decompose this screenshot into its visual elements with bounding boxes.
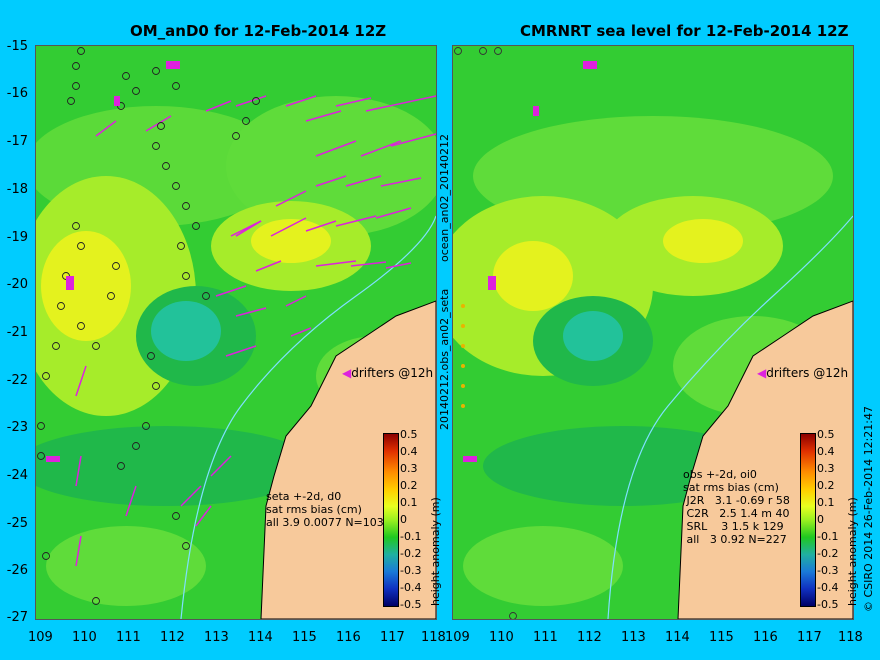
x-tick: 114 — [248, 630, 273, 645]
side-label-2: 20140212.obs_an02_seta — [438, 288, 451, 430]
cb-tick: -0.4 — [400, 581, 422, 594]
left-stats: seta +-2d, d0 sat rms bias (cm) all 3.9 … — [266, 490, 384, 529]
cb-tick: 0.1 — [817, 496, 835, 509]
cb-tick: -0.1 — [400, 530, 422, 543]
left-colorbar — [383, 433, 399, 607]
cb-tick: 0.1 — [400, 496, 418, 509]
cb-tick: -0.5 — [817, 598, 839, 611]
cb-tick: 0.5 — [817, 428, 835, 441]
x-tick: 118 — [421, 630, 446, 645]
x-tick: 114 — [665, 630, 690, 645]
cb-tick: -0.2 — [817, 547, 839, 560]
right-map[interactable] — [452, 45, 854, 620]
y-tick: -16 — [6, 86, 28, 101]
right-map-canvas — [453, 46, 853, 619]
cb-tick: 0.3 — [817, 462, 835, 475]
depth-contour — [607, 215, 853, 619]
satellite-track-dots — [461, 304, 465, 408]
y-tick: -15 — [6, 39, 28, 54]
x-tick: 115 — [292, 630, 317, 645]
cb-tick: -0.3 — [400, 564, 422, 577]
x-tick: 109 — [28, 630, 53, 645]
right-map-title: CMRNRT sea level for 12-Feb-2014 12Z — [520, 22, 849, 40]
right-colorbar — [800, 433, 816, 607]
x-tick: 112 — [160, 630, 185, 645]
drifter-icon: ◀ — [757, 366, 767, 380]
y-tick: -22 — [6, 373, 28, 388]
cb-tick: 0.2 — [817, 479, 835, 492]
drifter-tracks — [46, 61, 180, 462]
x-tick: 109 — [445, 630, 470, 645]
cb-tick: 0.4 — [400, 445, 418, 458]
cb-tick: -0.1 — [817, 530, 839, 543]
x-tick: 116 — [753, 630, 778, 645]
left-drifters-label: ◀drifters @12h — [342, 366, 434, 380]
cb-tick: 0.4 — [817, 445, 835, 458]
cb-tick: -0.3 — [817, 564, 839, 577]
cb-tick: 0.3 — [400, 462, 418, 475]
cb-tick: 0 — [817, 513, 824, 526]
velocity-arrows — [75, 95, 436, 567]
right-drifters-label: ◀drifters @12h — [757, 366, 849, 380]
x-tick: 111 — [533, 630, 558, 645]
observation-markers — [37, 47, 260, 605]
y-tick: -24 — [6, 468, 28, 483]
y-tick: -20 — [6, 277, 28, 292]
x-tick: 113 — [204, 630, 229, 645]
drifter-icon: ◀ — [342, 366, 352, 380]
x-tick: 113 — [621, 630, 646, 645]
x-tick: 112 — [577, 630, 602, 645]
cb-tick: 0.2 — [400, 479, 418, 492]
x-tick: 110 — [489, 630, 514, 645]
x-tick: 118 — [838, 630, 863, 645]
x-tick: 115 — [709, 630, 734, 645]
x-tick: 117 — [380, 630, 405, 645]
right-colorbar-label: height anomaly (m) — [846, 497, 859, 606]
left-map-canvas — [36, 46, 436, 619]
cb-tick: -0.2 — [400, 547, 422, 560]
left-map[interactable] — [35, 45, 437, 620]
side-label: ocean_an02_20140212 — [438, 134, 451, 262]
x-tick: 110 — [72, 630, 97, 645]
depth-contour — [180, 215, 436, 619]
y-tick: -25 — [6, 516, 28, 531]
x-tick: 116 — [336, 630, 361, 645]
y-tick: -18 — [6, 182, 28, 197]
cb-tick: 0.5 — [400, 428, 418, 441]
y-tick: -23 — [6, 420, 28, 435]
observation-markers — [454, 47, 517, 619]
y-tick: -19 — [6, 230, 28, 245]
y-tick: -27 — [6, 610, 28, 625]
x-tick: 111 — [116, 630, 141, 645]
y-tick: -21 — [6, 325, 28, 340]
right-stats: obs +-2d, oi0 sat rms bias (cm) J2R 3.1 … — [683, 468, 790, 546]
cb-tick: 0 — [400, 513, 407, 526]
x-tick: 117 — [797, 630, 822, 645]
left-map-title: OM_anD0 for 12-Feb-2014 12Z — [130, 22, 387, 40]
y-tick: -26 — [6, 563, 28, 578]
drifter-tracks — [463, 61, 597, 462]
y-tick: -17 — [6, 134, 28, 149]
cb-tick: -0.5 — [400, 598, 422, 611]
cb-tick: -0.4 — [817, 581, 839, 594]
left-colorbar-label: height anomaly (m) — [429, 497, 442, 606]
credit-label: © CSIRO 2014 26-Feb-2014 12:21:47 — [862, 406, 875, 612]
